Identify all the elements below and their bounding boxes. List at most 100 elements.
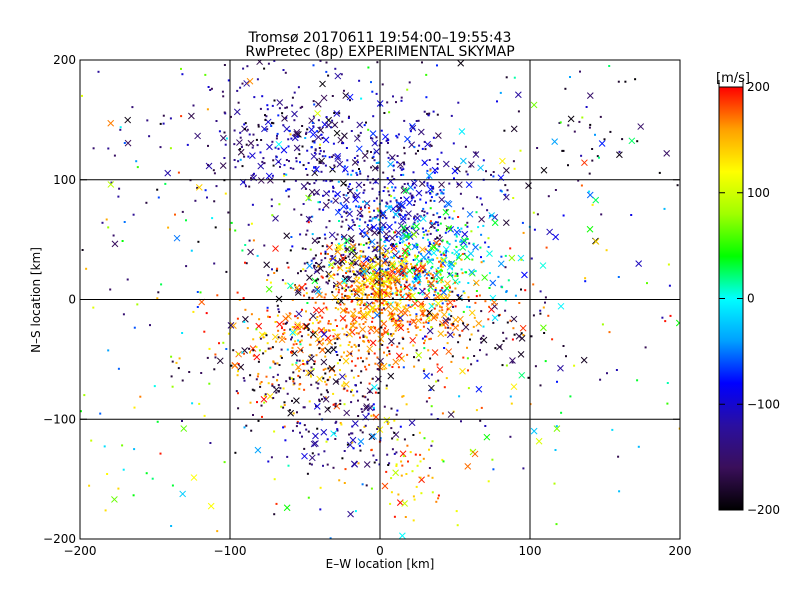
scatter-point-dot: [407, 250, 410, 252]
scatter-point-dot: [407, 304, 410, 307]
scatter-point-dot: [325, 389, 328, 392]
scatter-point-dot: [348, 266, 351, 269]
scatter-point-x: [410, 231, 418, 238]
scatter-point-dot: [388, 205, 391, 208]
scatter-point-dot: [314, 166, 317, 168]
scatter-point-dot: [404, 260, 407, 263]
scatter-point-dot: [251, 388, 254, 391]
scatter-point-dot: [181, 420, 183, 422]
scatter-point-dot: [514, 294, 517, 297]
scatter-point-dot: [414, 258, 416, 261]
scatter-point-dot: [402, 455, 405, 458]
scatter-point-dot: [506, 321, 509, 324]
scatter-point-dot: [430, 444, 433, 447]
scatter-point-dot: [451, 217, 454, 220]
scatter-point-x: [397, 308, 405, 316]
scatter-point-dot: [358, 79, 361, 82]
scatter-point-dot: [360, 408, 363, 411]
scatter-point-x: [363, 403, 371, 410]
scatter-point-dot: [314, 270, 317, 273]
scatter-point-dot: [403, 183, 406, 185]
scatter-point-x: [445, 305, 453, 313]
scatter-point-dot: [271, 214, 274, 217]
scatter-point-dot: [406, 444, 409, 447]
scatter-point-dot: [311, 452, 314, 455]
scatter-point-dot: [346, 173, 349, 176]
scatter-point-dot: [513, 167, 516, 170]
scatter-point-x: [440, 311, 448, 319]
scatter-point-dot: [474, 301, 477, 304]
scatter-point-x: [466, 210, 474, 218]
scatter-point-dot: [214, 226, 217, 229]
scatter-point-x: [431, 349, 439, 356]
scatter-point-x: [190, 474, 198, 481]
scatter-point-dot: [307, 496, 310, 499]
scatter-point-dot: [372, 115, 375, 118]
scatter-point-dot: [469, 338, 471, 341]
scatter-point-dot: [239, 86, 242, 89]
scatter-point-dot: [351, 219, 354, 222]
scatter-point-x: [510, 315, 518, 323]
scatter-point-dot: [432, 187, 435, 190]
scatter-point-dot: [259, 385, 262, 388]
scatter-point-dot: [615, 369, 618, 371]
scatter-point-dot: [376, 207, 379, 210]
scatter-point-dot: [459, 192, 462, 195]
scatter-point-x: [371, 139, 379, 147]
scatter-point-dot: [340, 423, 343, 426]
scatter-point-x: [257, 177, 265, 184]
scatter-point-dot: [475, 295, 478, 298]
scatter-point-dot: [267, 382, 270, 385]
scatter-point-dot: [310, 375, 312, 378]
scatter-point-dot: [381, 297, 384, 300]
scatter-point-dot: [451, 290, 454, 293]
scatter-point-dot: [454, 272, 457, 275]
scatter-point-dot: [81, 94, 83, 97]
scatter-point-dot: [347, 286, 350, 289]
scatter-point-dot: [331, 267, 334, 269]
scatter-point-dot: [342, 253, 345, 256]
scatter-point-dot: [392, 164, 395, 167]
scatter-point-dot: [381, 228, 384, 231]
scatter-point-dot: [402, 305, 405, 308]
scatter-point-dot: [579, 70, 581, 73]
scatter-point-dot: [379, 209, 382, 212]
scatter-point-dot: [445, 251, 447, 254]
scatter-point-dot: [156, 188, 159, 191]
scatter-point-dot: [427, 474, 430, 477]
scatter-point-dot: [358, 444, 361, 447]
scatter-point-dot: [336, 333, 339, 336]
scatter-point-dot: [366, 294, 369, 297]
scatter-point-dot: [430, 196, 433, 199]
scatter-point-x: [276, 99, 284, 106]
scatter-point-dot: [340, 254, 343, 257]
scatter-point-x: [291, 134, 299, 142]
scatter-point-dot: [388, 261, 391, 264]
scatter-point-dot: [450, 315, 453, 318]
scatter-point-dot: [425, 277, 428, 280]
scatter-point-dot: [456, 275, 459, 277]
scatter-point-dot: [334, 405, 337, 408]
scatter-point-dot: [667, 263, 670, 266]
scatter-point-dot: [234, 229, 237, 232]
scatter-point-dot: [107, 147, 110, 150]
scatter-point-x: [421, 159, 429, 167]
scatter-point-dot: [338, 359, 341, 362]
scatter-point-dot: [377, 232, 380, 235]
scatter-point-dot: [479, 197, 482, 200]
scatter-point-dot: [357, 462, 360, 465]
scatter-point-dot: [339, 422, 342, 424]
scatter-point-x: [499, 157, 506, 165]
scatter-point-dot: [381, 216, 384, 219]
scatter-point-dot: [393, 318, 396, 321]
scatter-point-dot: [450, 114, 453, 117]
scatter-point-dot: [308, 183, 311, 185]
scatter-point-dot: [299, 161, 301, 164]
scatter-point-dot: [367, 412, 370, 415]
scatter-point-dot: [212, 169, 215, 172]
scatter-point-x: [272, 245, 279, 252]
scatter-point-dot: [267, 62, 270, 65]
scatter-point-dot: [367, 207, 370, 210]
scatter-point-x: [313, 403, 321, 410]
